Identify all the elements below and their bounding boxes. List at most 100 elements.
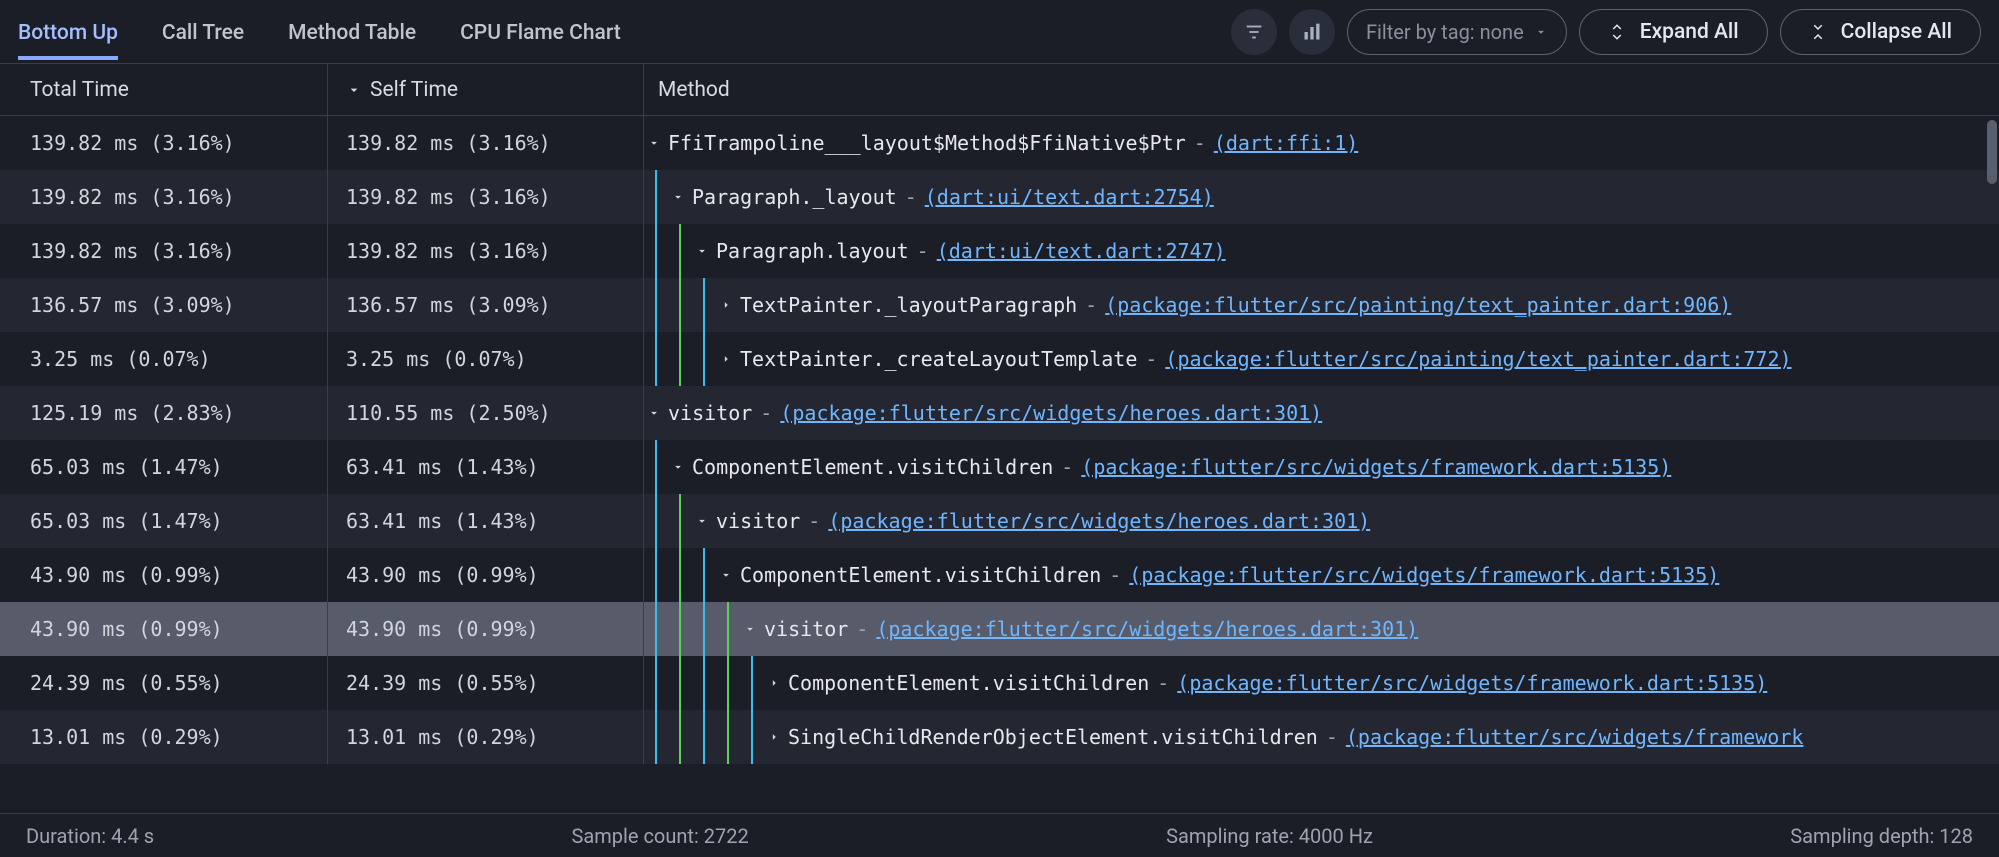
tree-guides bbox=[644, 710, 764, 764]
cell-method: visitor-(package:flutter/src/widgets/her… bbox=[644, 386, 1999, 440]
bar-chart-icon bbox=[1302, 22, 1322, 42]
separator: - bbox=[1061, 455, 1073, 479]
tree-guide bbox=[740, 656, 764, 710]
cell-self-time: 139.82 ms (3.16%) bbox=[328, 170, 644, 224]
table-row[interactable]: 139.82 ms (3.16%)139.82 ms (3.16%) FfiTr… bbox=[0, 116, 1999, 170]
expander-open-icon[interactable] bbox=[692, 244, 712, 258]
separator: - bbox=[760, 401, 772, 425]
table-row[interactable]: 3.25 ms (0.07%)3.25 ms (0.07%) TextPaint… bbox=[0, 332, 1999, 386]
tab-call-tree[interactable]: Call Tree bbox=[162, 4, 244, 60]
cell-method: SingleChildRenderObjectElement.visitChil… bbox=[644, 710, 1999, 764]
expander-open-icon[interactable] bbox=[644, 136, 664, 150]
status-sample-count: Sample count: 2722 bbox=[572, 824, 749, 848]
table-row[interactable]: 139.82 ms (3.16%)139.82 ms (3.16%) Parag… bbox=[0, 170, 1999, 224]
method-name: visitor bbox=[668, 401, 752, 425]
method-name: FfiTrampoline___layout$Method$FfiNative$… bbox=[668, 131, 1186, 155]
unfold-icon bbox=[1608, 23, 1626, 41]
scrollbar-thumb[interactable] bbox=[1987, 120, 1997, 184]
column-header-self-label: Self Time bbox=[370, 78, 458, 102]
tree-guide bbox=[716, 602, 740, 656]
table-row[interactable]: 65.03 ms (1.47%)63.41 ms (1.43%) Compone… bbox=[0, 440, 1999, 494]
tab-bottom-up[interactable]: Bottom Up bbox=[18, 4, 118, 60]
tree-guide bbox=[644, 224, 668, 278]
status-sampling-depth: Sampling depth: 128 bbox=[1790, 824, 1973, 848]
table-row[interactable]: 43.90 ms (0.99%)43.90 ms (0.99%) Compone… bbox=[0, 548, 1999, 602]
expander-open-icon[interactable] bbox=[668, 190, 688, 204]
method-name: visitor bbox=[716, 509, 800, 533]
cell-total-time: 43.90 ms (0.99%) bbox=[0, 602, 328, 656]
column-header-total-time[interactable]: Total Time bbox=[0, 64, 328, 115]
expander-open-icon[interactable] bbox=[716, 568, 736, 582]
expander-closed-icon[interactable] bbox=[716, 352, 736, 366]
table-row[interactable]: 136.57 ms (3.09%)136.57 ms (3.09%) TextP… bbox=[0, 278, 1999, 332]
tree-guides bbox=[644, 170, 668, 224]
table-row[interactable]: 24.39 ms (0.55%)24.39 ms (0.55%) Compone… bbox=[0, 656, 1999, 710]
tree-guide bbox=[644, 494, 668, 548]
collapse-all-button[interactable]: Collapse All bbox=[1780, 9, 1981, 55]
tree-guides bbox=[644, 278, 716, 332]
method-name: TextPainter._layoutParagraph bbox=[740, 293, 1077, 317]
tree-guide bbox=[644, 440, 668, 494]
tree-guide bbox=[692, 710, 716, 764]
source-link[interactable]: (package:flutter/src/widgets/heroes.dart… bbox=[828, 509, 1370, 533]
table-row[interactable]: 43.90 ms (0.99%)43.90 ms (0.99%) visitor… bbox=[0, 602, 1999, 656]
tab-cpu-flame-chart[interactable]: CPU Flame Chart bbox=[460, 4, 621, 60]
cell-self-time: 43.90 ms (0.99%) bbox=[328, 548, 644, 602]
table-row[interactable]: 125.19 ms (2.83%)110.55 ms (2.50%) visit… bbox=[0, 386, 1999, 440]
source-link[interactable]: (dart:ui/text.dart:2747) bbox=[937, 239, 1226, 263]
chart-icon-button[interactable] bbox=[1289, 9, 1335, 55]
tree-guide bbox=[668, 656, 692, 710]
source-link[interactable]: (package:flutter/src/widgets/framework.d… bbox=[1081, 455, 1671, 479]
cell-method: Paragraph._layout-(dart:ui/text.dart:275… bbox=[644, 170, 1999, 224]
expand-all-button[interactable]: Expand All bbox=[1579, 9, 1768, 55]
tree-guide bbox=[692, 656, 716, 710]
cell-total-time: 3.25 ms (0.07%) bbox=[0, 332, 328, 386]
tree-guides bbox=[644, 548, 716, 602]
source-link[interactable]: (package:flutter/src/painting/text_paint… bbox=[1165, 347, 1791, 371]
source-link[interactable]: (package:flutter/src/widgets/heroes.dart… bbox=[876, 617, 1418, 641]
cell-total-time: 125.19 ms (2.83%) bbox=[0, 386, 328, 440]
tree-guide bbox=[644, 278, 668, 332]
expander-open-icon[interactable] bbox=[668, 460, 688, 474]
cell-method: ComponentElement.visitChildren-(package:… bbox=[644, 548, 1999, 602]
source-link[interactable]: (package:flutter/src/widgets/framework.d… bbox=[1177, 671, 1767, 695]
expander-open-icon[interactable] bbox=[692, 514, 712, 528]
column-header-method[interactable]: Method bbox=[644, 64, 1999, 115]
separator: - bbox=[917, 239, 929, 263]
filter-icon bbox=[1243, 21, 1265, 43]
cell-method: ComponentElement.visitChildren-(package:… bbox=[644, 440, 1999, 494]
source-link[interactable]: (package:flutter/src/widgets/framework.d… bbox=[1129, 563, 1719, 587]
cell-self-time: 24.39 ms (0.55%) bbox=[328, 656, 644, 710]
cell-total-time: 24.39 ms (0.55%) bbox=[0, 656, 328, 710]
source-link[interactable]: (package:flutter/src/widgets/heroes.dart… bbox=[780, 401, 1322, 425]
filter-icon-button[interactable] bbox=[1231, 9, 1277, 55]
source-link[interactable]: (dart:ui/text.dart:2754) bbox=[925, 185, 1214, 209]
tree-guides bbox=[644, 440, 668, 494]
tree-guide bbox=[668, 332, 692, 386]
cell-self-time: 110.55 ms (2.50%) bbox=[328, 386, 644, 440]
table-row[interactable]: 65.03 ms (1.47%)63.41 ms (1.43%) visitor… bbox=[0, 494, 1999, 548]
tree-guide bbox=[716, 656, 740, 710]
table-row[interactable]: 139.82 ms (3.16%)139.82 ms (3.16%) Parag… bbox=[0, 224, 1999, 278]
column-header-self-time[interactable]: Self Time bbox=[328, 64, 644, 115]
expander-closed-icon[interactable] bbox=[764, 676, 784, 690]
cell-self-time: 13.01 ms (0.29%) bbox=[328, 710, 644, 764]
status-sampling-rate: Sampling rate: 4000 Hz bbox=[1166, 824, 1373, 848]
expander-closed-icon[interactable] bbox=[716, 298, 736, 312]
table-row[interactable]: 13.01 ms (0.29%)13.01 ms (0.29%) SingleC… bbox=[0, 710, 1999, 764]
separator: - bbox=[1194, 131, 1206, 155]
source-link[interactable]: (package:flutter/src/widgets/framework bbox=[1346, 725, 1804, 749]
source-link[interactable]: (package:flutter/src/painting/text_paint… bbox=[1105, 293, 1731, 317]
source-link[interactable]: (dart:ffi:1) bbox=[1214, 131, 1359, 155]
tab-method-table[interactable]: Method Table bbox=[288, 4, 416, 60]
expander-closed-icon[interactable] bbox=[764, 730, 784, 744]
cell-self-time: 139.82 ms (3.16%) bbox=[328, 224, 644, 278]
cell-total-time: 13.01 ms (0.29%) bbox=[0, 710, 328, 764]
tree-guide bbox=[716, 710, 740, 764]
cell-method: TextPainter._createLayoutTemplate-(packa… bbox=[644, 332, 1999, 386]
expander-open-icon[interactable] bbox=[644, 406, 664, 420]
method-name: TextPainter._createLayoutTemplate bbox=[740, 347, 1137, 371]
chevron-down-icon bbox=[1534, 25, 1548, 39]
tag-filter-dropdown[interactable]: Filter by tag: none bbox=[1347, 9, 1567, 55]
expander-open-icon[interactable] bbox=[740, 622, 760, 636]
